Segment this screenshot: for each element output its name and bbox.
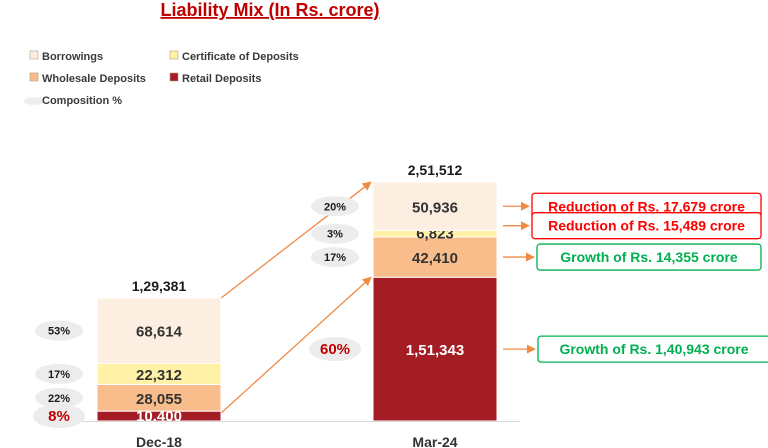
chart-title: Liability Mix (In Rs. crore) — [160, 0, 379, 20]
annotation-text-wholesale-deposits: Growth of Rs. 14,355 crore — [560, 249, 738, 265]
annotations: Reduction of Rs. 17,679 crore Reduction o… — [503, 192, 768, 363]
composition-label-certificate-of-deposits-mar-24: 3% — [327, 229, 343, 241]
composition-label-wholesale-deposits-dec-18: 22% — [48, 393, 70, 405]
annotation-text-retail-deposits: Growth of Rs. 1,40,943 crore — [559, 341, 748, 357]
legend-label-borrowings: Borrowings — [42, 51, 103, 63]
bar-borrowings-mar-24 — [372, 181, 498, 231]
composition-bubble-retail-deposits-mar-24 — [309, 337, 361, 362]
bar-wholesale-deposits-mar-24 — [372, 236, 498, 278]
legend-label-wholesale-deposits: Wholesale Deposits — [42, 73, 146, 85]
value-label-retail-deposits-dec-18: 10,400 — [136, 408, 182, 425]
composition-label-borrowings-mar-24: 20% — [324, 201, 346, 213]
bar-wholesale-deposits-dec-18 — [96, 383, 222, 412]
connector-arrows — [220, 181, 372, 414]
composition-bubble-retail-deposits-dec-18 — [33, 404, 85, 429]
composition-label-certificate-of-deposits-dec-18: 17% — [48, 369, 70, 381]
annotation-box-wholesale-deposits — [536, 243, 762, 271]
value-label-wholesale-deposits-dec-18: 28,055 — [136, 391, 182, 408]
total-label-dec-18: 1,29,381 — [132, 278, 187, 294]
composition-bubble-wholesale-deposits-dec-18 — [35, 387, 83, 408]
legend-swatch-certificate-of-deposits — [169, 50, 179, 60]
category-label-dec-18: Dec-18 — [136, 434, 182, 448]
annotation-box-retail-deposits — [537, 335, 768, 363]
composition-bubble-borrowings-mar-24 — [311, 196, 359, 217]
arrow-retail-growth — [220, 276, 372, 414]
legend-swatch-borrowings — [29, 50, 39, 60]
legend-swatch-wholesale-deposits — [29, 72, 39, 82]
composition-label-retail-deposits-mar-24: 60% — [320, 341, 350, 358]
value-label-borrowings-dec-18: 68,614 — [136, 324, 183, 341]
category-label-mar-24: Mar-24 — [412, 434, 457, 448]
composition-label-retail-deposits-dec-18: 8% — [48, 408, 70, 425]
composition-labels: 8% 22% 17% 53% 60% 17% 3% 20% — [33, 196, 361, 429]
annotation-text-certificate-of-deposits: Reduction of Rs. 15,489 crore — [548, 218, 745, 234]
value-label-wholesale-deposits-mar-24: 42,410 — [412, 250, 458, 267]
composition-bubble-wholesale-deposits-mar-24 — [311, 247, 359, 268]
legend-swatch-retail-deposits — [169, 72, 179, 82]
bar-retail-deposits-mar-24 — [372, 276, 498, 422]
legend-swatch-composition — [24, 97, 44, 105]
composition-label-borrowings-dec-18: 53% — [48, 326, 70, 338]
bar-borrowings-dec-18 — [96, 297, 222, 364]
legend-label-composition: Composition % — [42, 95, 122, 107]
value-label-certificate-of-deposits-dec-18: 22,312 — [136, 367, 182, 384]
total-label-mar-24: 2,51,512 — [408, 162, 463, 178]
value-label-borrowings-mar-24: 50,936 — [412, 199, 458, 216]
legend-label-retail-deposits: Retail Deposits — [182, 73, 261, 85]
annotation-text-borrowings: Reduction of Rs. 17,679 crore — [548, 198, 745, 214]
category-labels: Dec-18 Mar-24 — [136, 434, 458, 448]
annotation-box-certificate-of-deposits — [531, 212, 762, 240]
composition-bubble-borrowings-dec-18 — [35, 320, 83, 341]
composition-bubble-certificate-of-deposits-mar-24 — [311, 223, 359, 244]
legend-label-certificate-of-deposits: Certificate of Deposits — [182, 51, 299, 63]
legend: Borrowings Certificate of Deposits Wholesa… — [24, 50, 299, 107]
composition-bubble-certificate-of-deposits-dec-18 — [35, 363, 83, 384]
value-label-retail-deposits-mar-24: 1,51,343 — [406, 342, 464, 359]
composition-label-wholesale-deposits-mar-24: 17% — [324, 252, 346, 264]
